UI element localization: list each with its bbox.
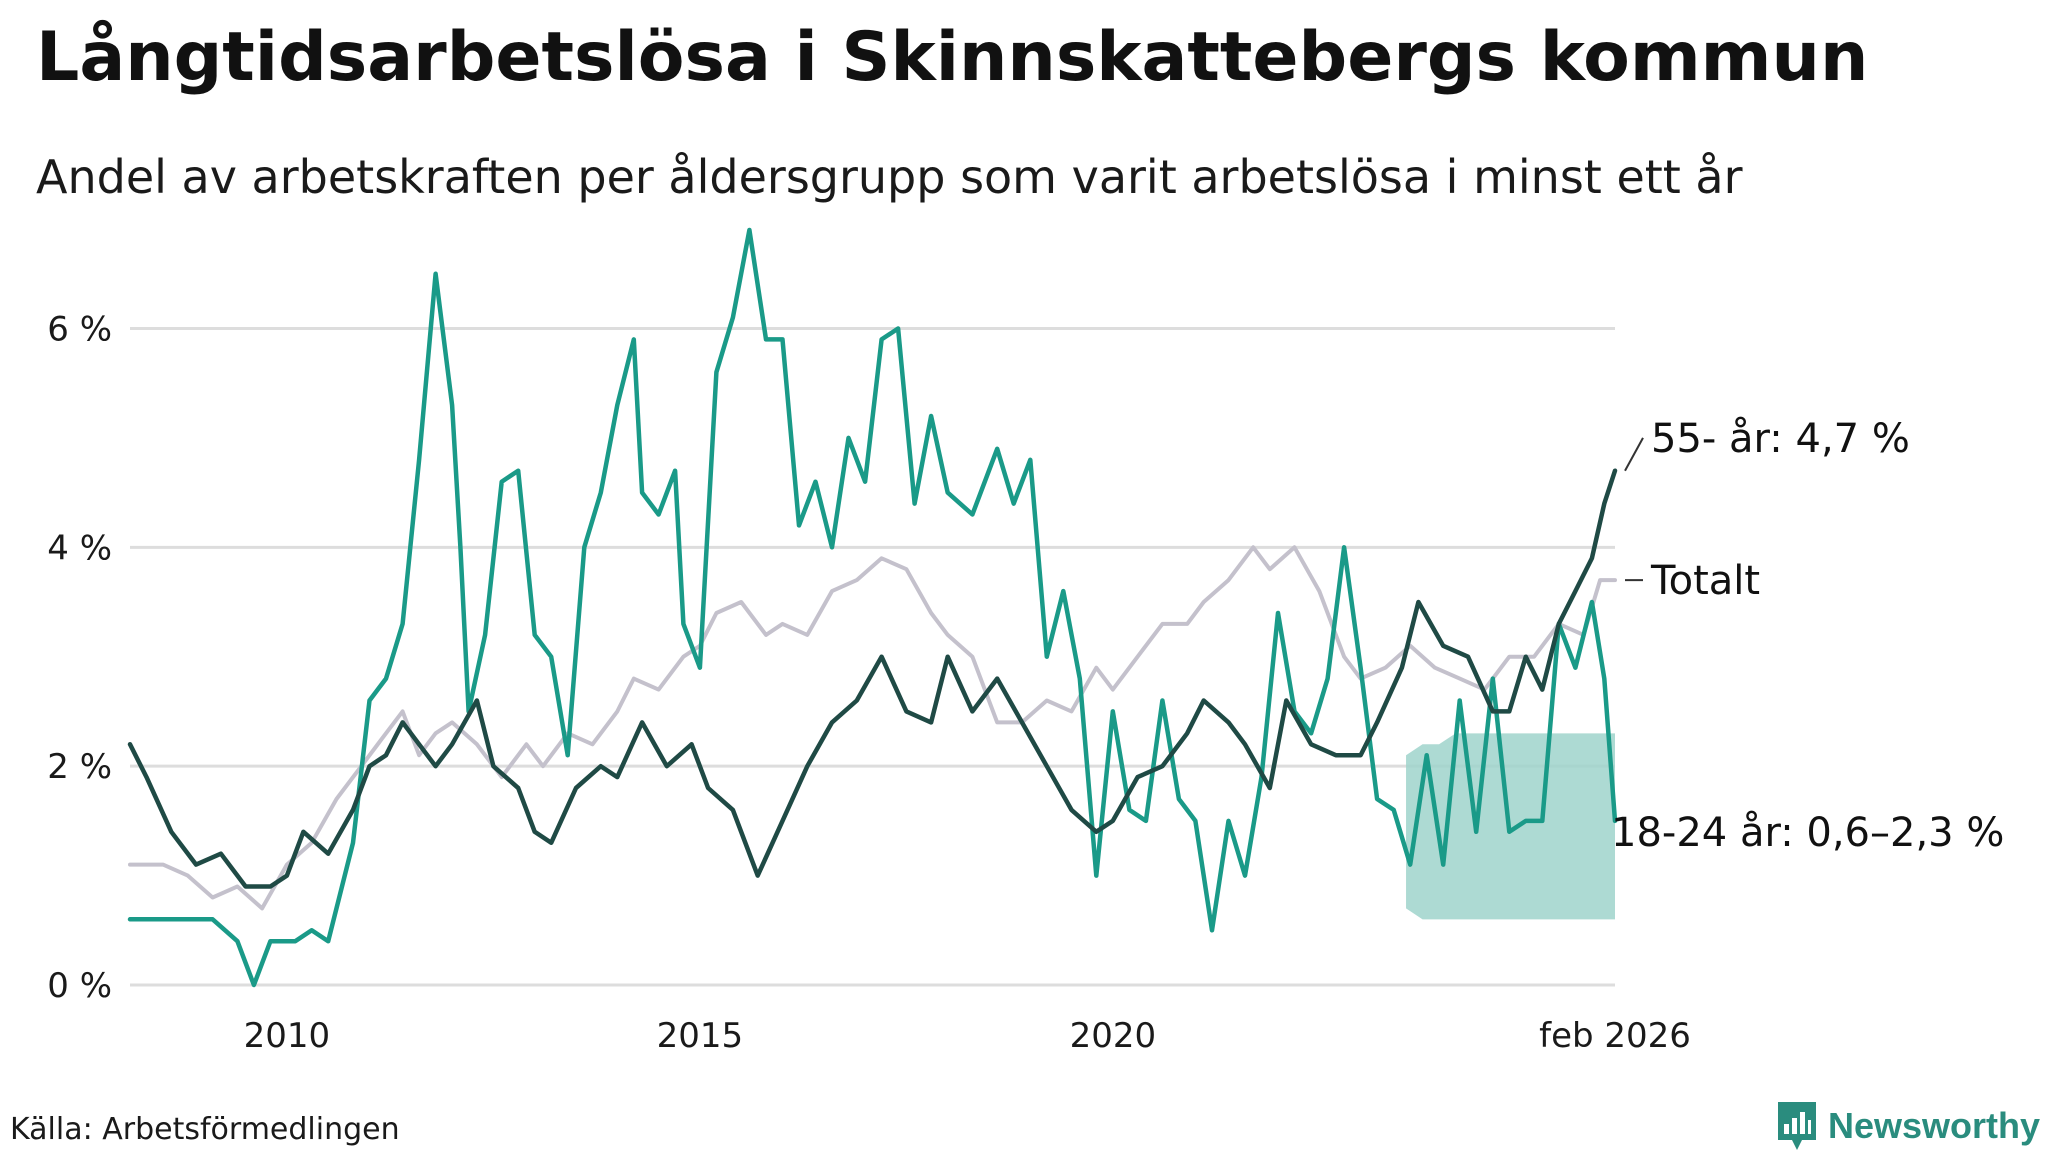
y-tick-label: 2 % xyxy=(47,747,112,787)
end-label-age55: 55- år: 4,7 % xyxy=(1651,416,1910,462)
brand-logo: Newsworthy xyxy=(1776,1100,2040,1152)
series-end-labels: Totalt 55- år: 4,7 % 18-24 år: 0,6–2,3 % xyxy=(1611,416,2004,856)
x-tick-label: 2020 xyxy=(1070,1016,1157,1056)
y-axis-ticks: 0 % 2 % 4 % 6 % xyxy=(47,309,112,1006)
bar-chart-icon xyxy=(1777,1102,1816,1150)
x-tick-label: feb 2026 xyxy=(1539,1016,1691,1056)
chart-title: Långtidsarbetslösa i Skinnskattebergs ko… xyxy=(36,18,1869,97)
x-tick-label: 2010 xyxy=(244,1016,331,1056)
x-axis-ticks: 2010 2015 2020 feb 2026 xyxy=(244,1016,1691,1056)
brand-name: Newsworthy xyxy=(1827,1105,2040,1146)
series-lines xyxy=(127,227,1618,988)
series-line-total xyxy=(128,545,1617,911)
end-label-age1824: 18-24 år: 0,6–2,3 % xyxy=(1611,810,2004,856)
y-tick-label: 6 % xyxy=(47,309,112,349)
chart-subtitle: Andel av arbetskraften per åldersgrupp s… xyxy=(36,150,1743,204)
series-line-age1824 xyxy=(127,227,1618,988)
y-tick-label: 0 % xyxy=(47,966,112,1006)
label-leader-age55 xyxy=(1624,437,1644,472)
end-label-total: Totalt xyxy=(1650,558,1760,604)
x-tick-label: 2015 xyxy=(657,1016,744,1056)
y-tick-label: 4 % xyxy=(47,528,112,568)
source-note: Källa: Arbetsförmedlingen xyxy=(10,1112,400,1147)
series-line-age55 xyxy=(127,468,1618,889)
gridlines xyxy=(130,326,1615,987)
